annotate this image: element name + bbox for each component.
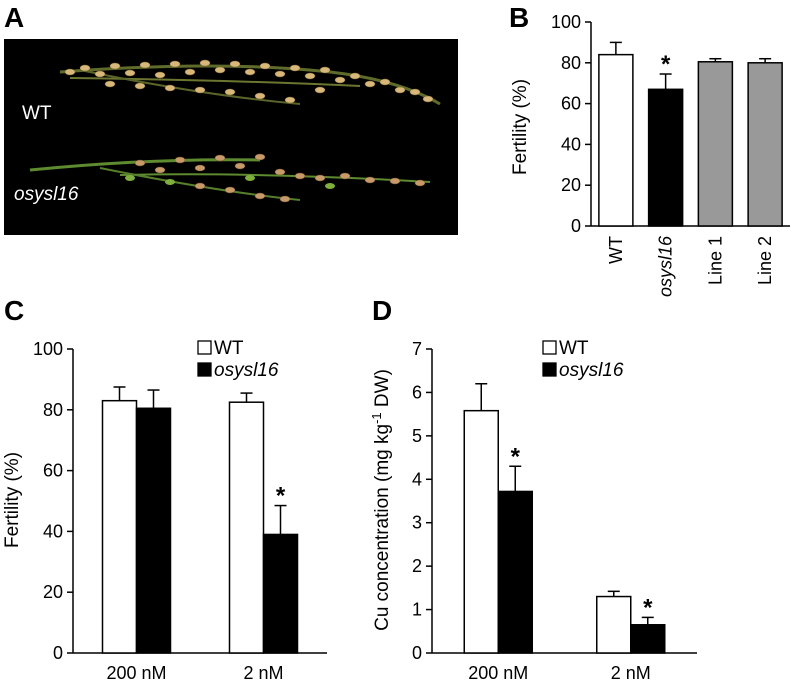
chart-b-ytick-label: 0: [571, 216, 581, 236]
chart-b-ytick-label: 80: [561, 53, 581, 73]
chart-c-ytick-label: 40: [43, 521, 63, 541]
chart-d-ylabel-tail: DW): [372, 369, 393, 412]
photo-label-wt: WT: [22, 103, 52, 124]
chart-b-xtick-label: WT: [606, 236, 626, 264]
panicle-photo: [4, 39, 458, 235]
chart-b-xtick-label: Line 1: [705, 236, 725, 285]
chart-c-legend-swatch: [197, 362, 212, 377]
panel-letter-a: A: [4, 2, 24, 33]
chart-b-significance-star: *: [661, 51, 671, 78]
chart-c-bar: [262, 533, 299, 654]
chart-b-ytick-label: 100: [551, 12, 581, 32]
chart-d-legend-swatch: [542, 362, 557, 377]
chart-d-ylabel: Cu concentration (mg kg-1 DW): [369, 369, 393, 631]
chart-c-legend-swatch: [197, 340, 212, 355]
chart-b-xtick-label: Line 2: [755, 236, 775, 285]
chart-d-significance-star: *: [643, 594, 653, 621]
chart-d-ytick-label: 2: [412, 556, 422, 576]
chart-b-bar: [598, 53, 634, 227]
chart-b-bar: [647, 88, 684, 227]
chart-c-ytick-label: 60: [43, 461, 63, 481]
panel-a: A: [4, 2, 458, 235]
chart-c-xtick-label: 200 nM: [106, 663, 166, 683]
panel-letter-b: B: [509, 2, 529, 33]
chart-c-legend-label: osysl16: [214, 360, 279, 381]
chart-c-ytick-label: 80: [43, 400, 63, 420]
mutant-panicle-illustration: [29, 153, 431, 203]
chart-d-ytick-label: 1: [412, 600, 422, 620]
chart-d-significance-star: *: [511, 443, 521, 470]
chart-b-ytick-label: 20: [561, 175, 581, 195]
chart-d-ytick-label: 7: [412, 339, 422, 359]
chart-c-ytick-label: 0: [53, 643, 63, 663]
chart-c-ylabel: Fertility (%): [2, 452, 23, 548]
photo-label-mutant: osysl16: [14, 184, 79, 205]
chart-d-ytick-label: 3: [412, 513, 422, 533]
panel-letter-c: C: [4, 295, 24, 326]
chart-c-xtick-label: 2 nM: [243, 663, 283, 683]
chart-c-bar: [228, 401, 265, 654]
chart-c-bar: [135, 407, 172, 654]
chart-d-ytick-label: 6: [412, 382, 422, 402]
chart-b-bar: [747, 62, 783, 227]
chart-d-ytick-label: 5: [412, 426, 422, 446]
chart-b-xtick-label: osysl16: [656, 235, 676, 297]
chart-d-ylabel-sup: -1: [369, 412, 384, 424]
panel-c: C Fertility (%) 0 20 40 60 80 100 200 nM * 2 nM W…: [2, 295, 327, 683]
chart-d-bar: [630, 624, 666, 654]
chart-d-bar: [497, 490, 533, 654]
chart-d-ytick-label: 0: [412, 643, 422, 663]
chart-d-legend-label: osysl16: [559, 360, 624, 381]
chart-c-ytick-label: 100: [33, 339, 63, 359]
chart-d-ylabel-main: Cu concentration (mg kg: [372, 424, 393, 631]
chart-c-bar: [101, 399, 138, 654]
chart-d-legend-label: WT: [559, 338, 589, 359]
panel-d: D Cu concentration (mg kg-1 DW) 0 1 2 3 4 5 6 7…: [369, 295, 697, 683]
chart-c-significance-star: *: [276, 483, 286, 510]
chart-d-bar: [463, 409, 499, 654]
wt-panicle-illustration: [59, 59, 441, 106]
chart-d-bar: [596, 595, 632, 654]
chart-b-ytick-label: 60: [561, 94, 581, 114]
chart-d-xtick-label: 200 nM: [468, 663, 528, 683]
panel-b: B Fertility (%) 0 20 40 60 80 100 WT * osysl16 Li…: [509, 2, 790, 297]
chart-c-ytick-label: 20: [43, 582, 63, 602]
chart-b-ytick-label: 40: [561, 134, 581, 154]
chart-d-xtick-label: 2 nM: [611, 663, 651, 683]
chart-d-ytick-label: 4: [412, 469, 422, 489]
chart-b-ylabel: Fertility (%): [510, 79, 531, 175]
panel-letter-d: D: [372, 295, 392, 326]
chart-c-legend-label: WT: [214, 338, 244, 359]
chart-d-legend-swatch: [542, 340, 557, 355]
chart-b-bar: [697, 61, 734, 227]
